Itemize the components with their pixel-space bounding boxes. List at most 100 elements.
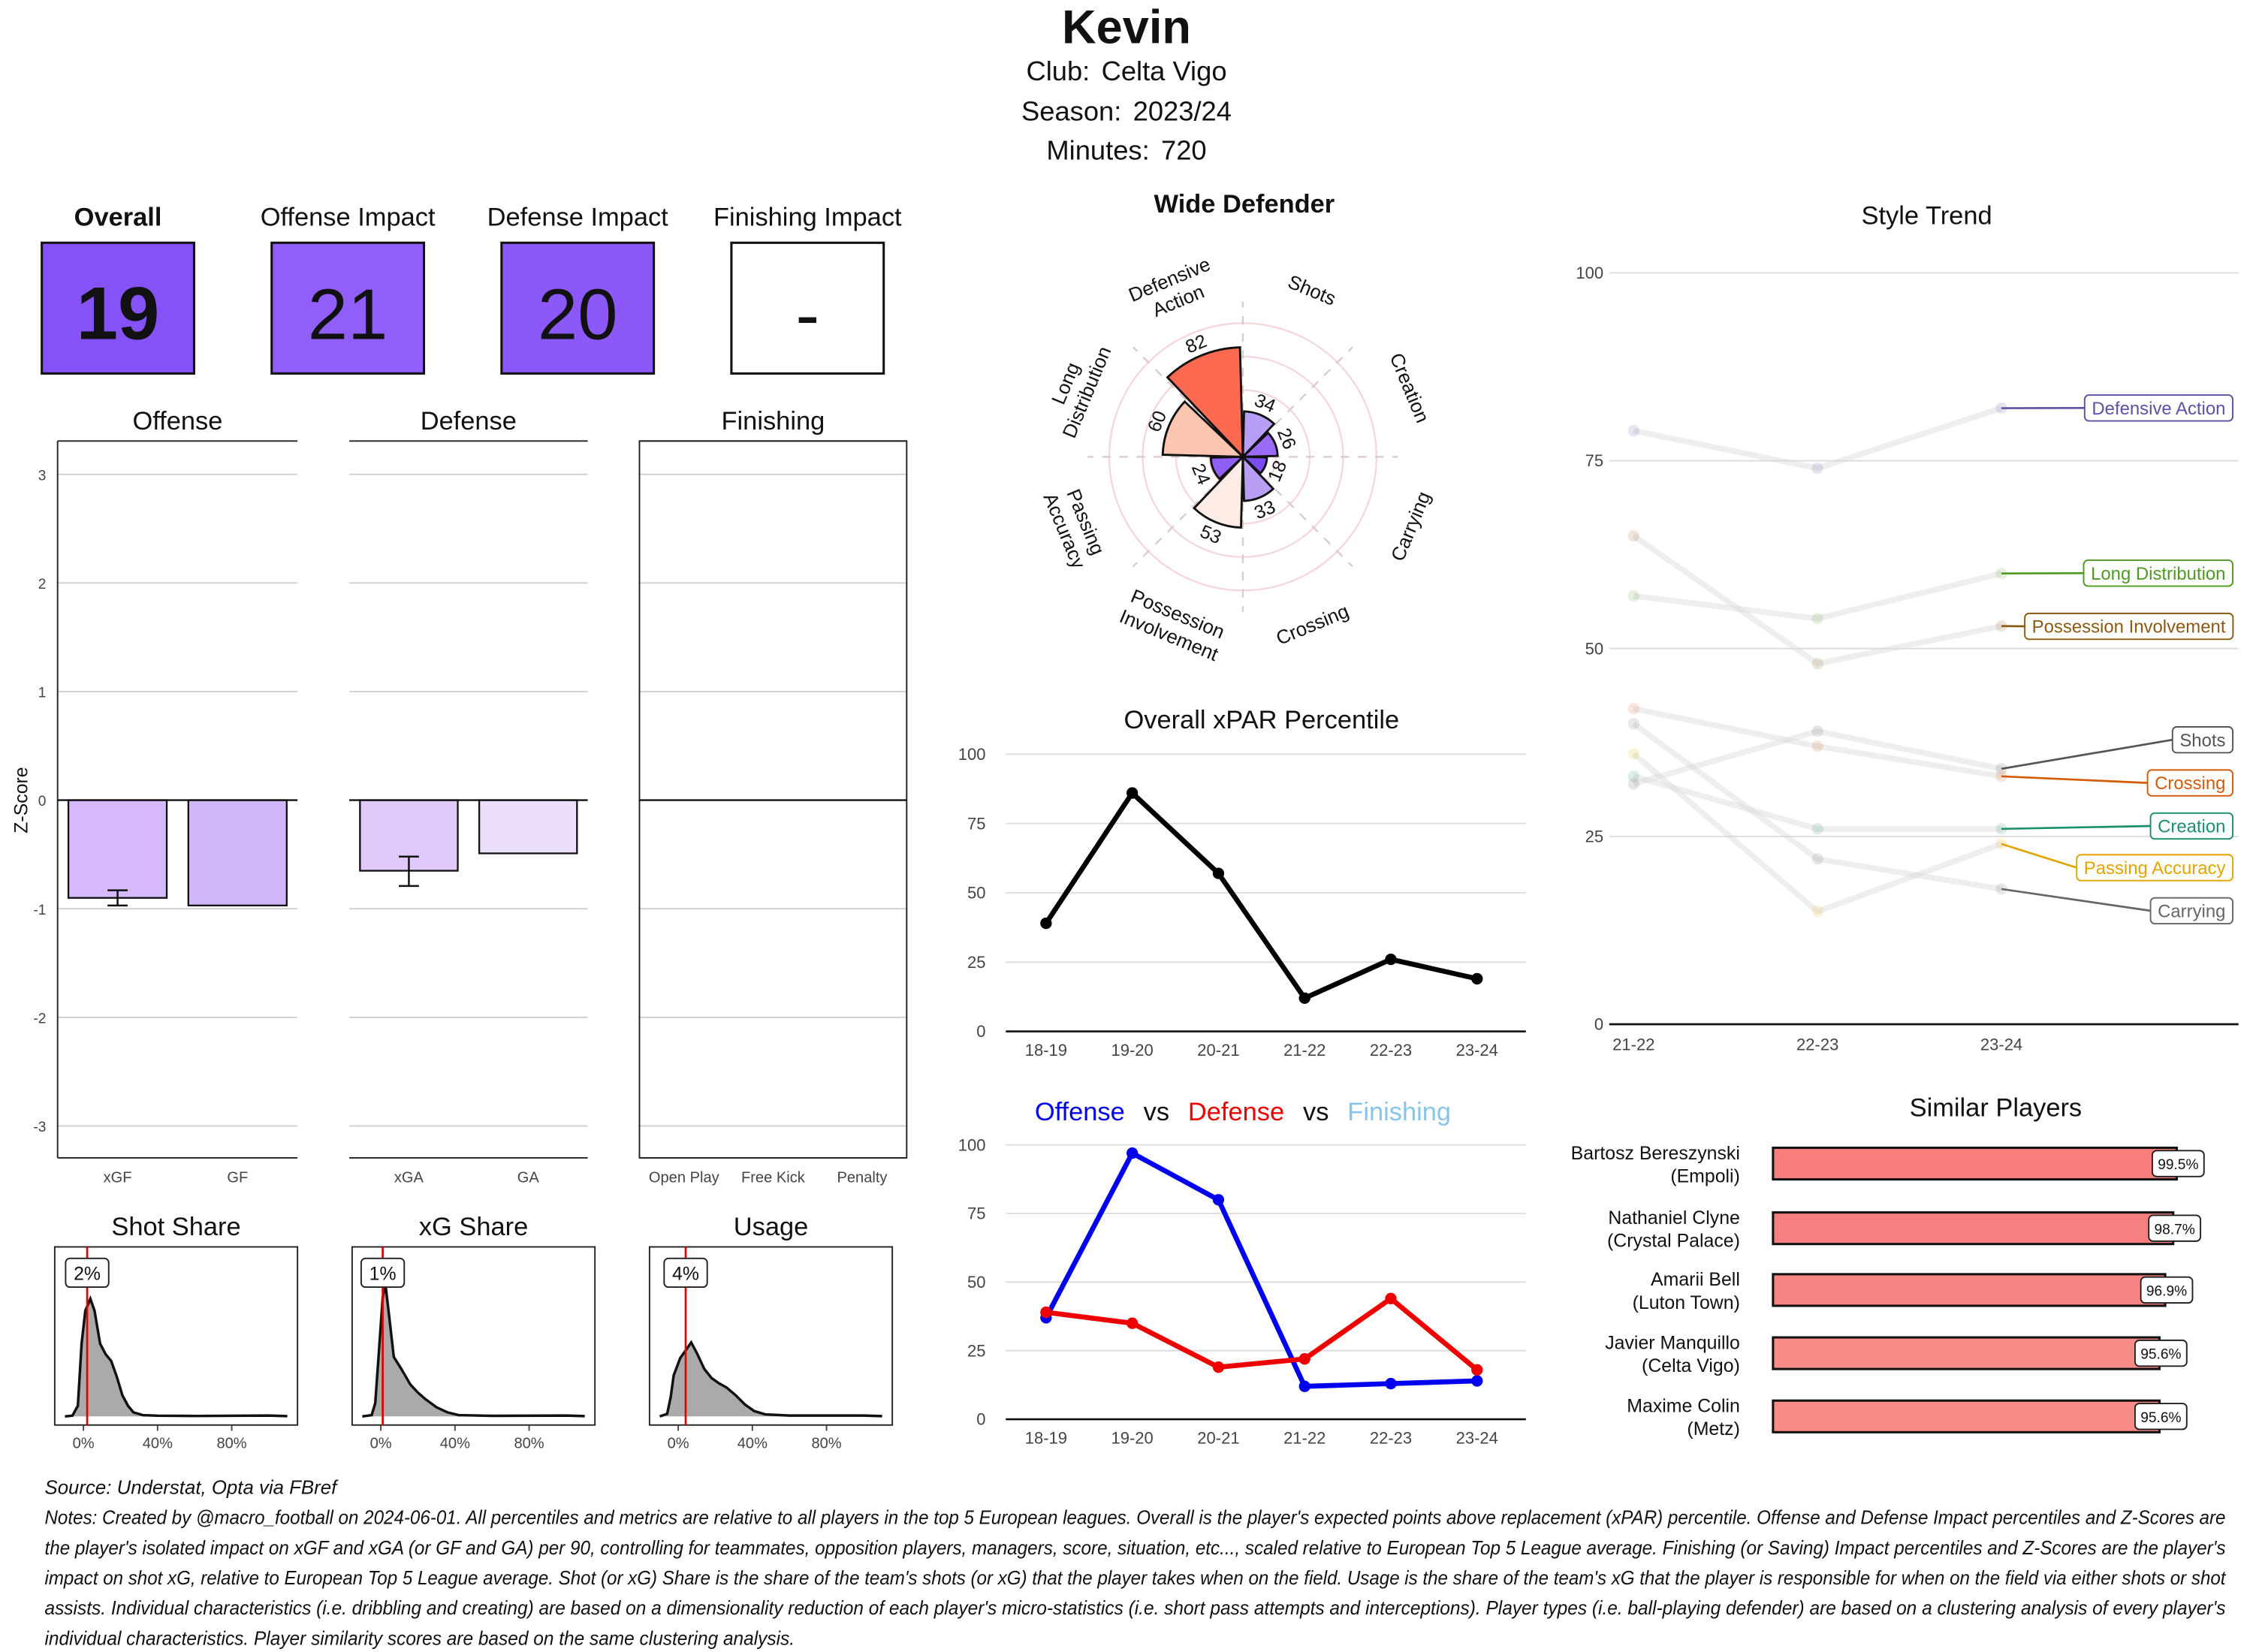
y-tick-label: -3 — [33, 1120, 46, 1135]
data-point — [1995, 568, 2007, 580]
x-tick-label: 80% — [811, 1435, 841, 1452]
offense-defense-chart: Offense vs Defense vs Finishing 0 25 50 75 100 18-… — [958, 1098, 1526, 1448]
title-part: Finishing — [1347, 1098, 1451, 1126]
player-club: (Metz) — [1687, 1418, 1739, 1439]
series-line-offense — [1043, 1150, 1477, 1389]
x-tick-label: 18-19 — [1025, 1429, 1067, 1448]
data-point — [1811, 725, 1823, 737]
data-point — [1126, 1317, 1139, 1329]
radar-bar-creation — [1240, 431, 1279, 458]
x-tick-label: Open Play — [649, 1169, 719, 1186]
similar-player-row: Bartosz Bereszynski(Empoli) 99.5% — [1571, 1143, 2205, 1186]
trend-series-carrying: Carrying — [1627, 718, 2234, 925]
x-tick-label: Free Kick — [741, 1169, 806, 1186]
x-tick-label: 23-24 — [1456, 1041, 1498, 1060]
player-club: (Celta Vigo) — [1642, 1355, 1740, 1376]
minutes-line: Minutes: 720 — [1046, 134, 1206, 165]
score-card: Offense Impact 21 — [261, 203, 436, 375]
notes-line: individual characteristics. Player simil… — [44, 1628, 795, 1649]
bar-xgf — [67, 799, 168, 899]
panel-title: Finishing — [722, 407, 825, 436]
y-tick-label: 25 — [967, 953, 985, 972]
player-name: Amarii Bell — [1651, 1269, 1740, 1290]
similarity-label: 95.6% — [2134, 1339, 2188, 1367]
y-tick-label: 100 — [958, 745, 986, 764]
data-point — [1126, 787, 1139, 799]
similarity-label: 95.6% — [2134, 1403, 2188, 1430]
x-tick-label: 19-20 — [1111, 1429, 1154, 1448]
x-tick-label: 80% — [216, 1435, 246, 1452]
score-value: - — [795, 274, 819, 354]
similarity-value: 95.6% — [2140, 1347, 2181, 1363]
player-name: Bartosz Bereszynski — [1571, 1143, 1740, 1164]
panel-title: Defense — [421, 407, 517, 436]
data-point — [1385, 1292, 1397, 1304]
chart-title: Similar Players — [1910, 1093, 2083, 1122]
value-label-text: 4% — [672, 1264, 699, 1285]
error-bar — [107, 889, 128, 907]
x-tick-label: Penalty — [837, 1169, 888, 1186]
series-label-connector — [2001, 888, 2151, 912]
score-box — [730, 241, 885, 375]
panel-title: xG Share — [419, 1213, 528, 1241]
title-part: vs — [1144, 1098, 1169, 1126]
panel-offense: Offense xGF GF — [56, 407, 298, 1186]
chart-title: Offense vs Defense vs Finishing — [1035, 1098, 1451, 1126]
similarity-value: 96.9% — [2146, 1284, 2187, 1300]
density-xg-share: xG Share 1% 0% 40% 80% — [351, 1213, 596, 1452]
radar-bar-crossing — [1241, 454, 1275, 502]
value-label: 2% — [65, 1257, 110, 1289]
x-tick-label: 23-24 — [1980, 1035, 2022, 1054]
panel-finishing: Finishing Open Play Free Kick Penalty — [638, 407, 908, 1186]
radar-title: Wide Defender — [1154, 190, 1335, 219]
footer: Source: Understat, Opta via FBref Notes: … — [44, 1478, 2227, 1650]
similarity-bar — [1772, 1146, 2178, 1181]
value-label-text: 1% — [369, 1264, 397, 1285]
series-label-connector — [2001, 738, 2173, 770]
series-label: Passing Accuracy — [2084, 858, 2226, 879]
notes-line: Notes: Created by @macro_football on 202… — [44, 1508, 2225, 1529]
similarity-value: 99.5% — [2158, 1157, 2198, 1173]
x-tick-label: GF — [227, 1169, 248, 1186]
panel-title: Offense — [132, 407, 222, 436]
series-line — [1633, 570, 2002, 622]
data-point — [1212, 1194, 1225, 1206]
x-tick-label: 40% — [440, 1435, 470, 1452]
player-name: Kevin — [1062, 1, 1191, 53]
trend-series-defensive-action: Defensive Action — [1627, 394, 2233, 475]
panel-defense: Defense xGA GA — [349, 407, 588, 1186]
density-line — [659, 1340, 882, 1418]
y-tick-label: 3 — [38, 468, 47, 484]
density-line — [65, 1295, 288, 1418]
notes-line: impact on shot xG, relative to European … — [44, 1568, 2227, 1589]
radar-bar-shots — [1241, 410, 1276, 460]
trend-series-shots: Shots — [1627, 725, 2234, 790]
score-card: Finishing Impact - — [713, 203, 902, 375]
series-label: Long Distribution — [2091, 564, 2225, 584]
club-value: Celta Vigo — [1102, 56, 1227, 86]
series-line — [1633, 728, 2002, 787]
panel-border — [53, 1246, 299, 1426]
y-tick-label: 0 — [976, 1410, 985, 1429]
data-point — [1627, 703, 1639, 715]
y-tick-label: -2 — [33, 1011, 46, 1026]
x-tick-label: 20-21 — [1197, 1041, 1239, 1060]
data-point — [1212, 867, 1225, 879]
data-point — [1385, 953, 1397, 966]
x-tick-label: 0% — [73, 1435, 95, 1452]
y-tick-label: 75 — [1585, 451, 1603, 470]
season-label: Season: — [1021, 96, 1121, 127]
score-title: Defense Impact — [487, 203, 669, 231]
density-line — [362, 1283, 585, 1418]
notes-line: the player's isolated impact on xGF and … — [44, 1538, 2225, 1559]
radar-bar-passing-accuracy — [1209, 455, 1246, 481]
similar-player-row: Javier Manquillo(Celta Vigo) 95.6% — [1605, 1332, 2188, 1376]
x-tick-label: 21-22 — [1283, 1041, 1326, 1060]
y-tick-label: 2 — [38, 577, 47, 592]
y-tick-label: 50 — [1585, 639, 1603, 658]
score-box — [41, 241, 195, 375]
data-point — [1040, 1306, 1052, 1319]
y-tick-label: 0 — [38, 794, 47, 809]
similarity-label: 99.5% — [2151, 1150, 2205, 1177]
y-tick-label: 100 — [1576, 264, 1603, 282]
